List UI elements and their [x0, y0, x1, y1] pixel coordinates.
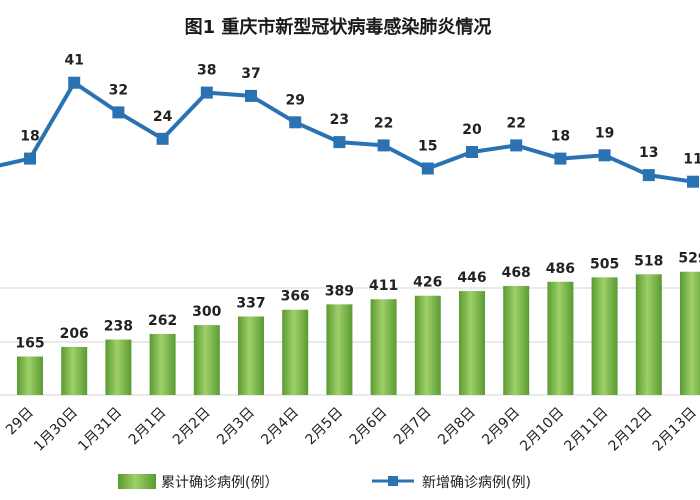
- line-label-15: 11: [683, 152, 700, 168]
- x-tick-2: 1月31日: [75, 405, 125, 455]
- bar-label-0: 165: [15, 336, 44, 352]
- bar-label-9: 426: [413, 275, 442, 291]
- line-label-14: 13: [639, 145, 658, 161]
- bar-label-11: 468: [502, 265, 531, 281]
- bar-label-7: 389: [325, 283, 354, 299]
- line-label-8: 22: [374, 115, 393, 131]
- line-marker-14: [642, 169, 655, 182]
- bar-label-5: 337: [236, 295, 265, 311]
- x-tick-15: 2月13日: [650, 405, 700, 455]
- line-label-3: 24: [153, 109, 173, 125]
- bar-label-4: 300: [192, 304, 221, 320]
- bar-9: [414, 295, 441, 395]
- bar-10: [459, 291, 485, 395]
- line-labels: 18 41 32 24 38 37 29 23 22 15 20 22 18 19 13 11: [20, 53, 700, 168]
- line-label-7: 23: [330, 112, 349, 128]
- bar-label-13: 505: [590, 256, 619, 272]
- chart-title: 图1 重庆市新型冠状病毒感染肺炎情况: [185, 16, 492, 38]
- bar-label-3: 262: [148, 313, 177, 329]
- line-marker-5: [245, 89, 257, 102]
- line-label-6: 29: [285, 92, 304, 108]
- bar-label-14: 518: [634, 253, 663, 269]
- bar-label-15: 529: [678, 251, 700, 267]
- x-tick-8: 2月6日: [347, 405, 391, 449]
- line-label-5: 37: [241, 66, 260, 82]
- line-marker-3: [156, 132, 169, 145]
- line-series: [0, 76, 699, 188]
- bar-label-1: 206: [60, 326, 89, 342]
- bar-label-6: 366: [281, 289, 310, 305]
- bar-labels: 165 206 238 262 300 337 366 389 411 426 446 468 486 5…: [15, 251, 700, 352]
- line-marker-7: [333, 136, 346, 149]
- x-tick-6: 2月4日: [258, 405, 302, 449]
- line-marker-1: [68, 76, 81, 89]
- line-label-13: 19: [595, 125, 614, 141]
- bar-7: [326, 304, 353, 395]
- line-label-0: 18: [20, 129, 39, 145]
- line-marker-9: [421, 162, 434, 175]
- x-tick-1: 1月30日: [31, 405, 81, 455]
- x-tick-11: 2月9日: [479, 405, 523, 449]
- line-label-1: 41: [64, 53, 83, 69]
- legend-marker-line: [388, 476, 398, 486]
- bar-6: [282, 309, 309, 395]
- bar-8: [370, 299, 397, 395]
- bar-1: [61, 347, 88, 395]
- line-marker-0: [24, 152, 36, 165]
- x-tick-13: 2月11日: [561, 405, 611, 455]
- line-marker-12: [554, 152, 567, 165]
- legend-swatch-bar: [118, 474, 156, 489]
- x-tick-0: 29日: [3, 405, 37, 439]
- bar-11: [503, 285, 530, 395]
- legend: 累计确诊病例(例） 新增确诊病例(例): [118, 474, 531, 491]
- bar-14: [635, 274, 662, 395]
- x-tick-5: 2月3日: [214, 405, 258, 449]
- bar-12: [547, 281, 574, 395]
- line-marker-10: [466, 146, 478, 158]
- line-label-10: 20: [462, 122, 482, 138]
- bar-label-2: 238: [104, 319, 133, 335]
- bar-4: [193, 325, 220, 395]
- line-label-4: 38: [197, 63, 216, 79]
- x-tick-14: 2月12日: [606, 405, 656, 455]
- x-tick-3: 2月1日: [126, 405, 170, 449]
- bar-5: [238, 316, 264, 395]
- line-marker-15: [687, 175, 699, 188]
- bar-label-12: 486: [546, 261, 575, 277]
- line-label-9: 15: [418, 139, 437, 155]
- line-path: [0, 80, 694, 184]
- line-marker-8: [377, 139, 390, 152]
- line-marker-13: [598, 149, 611, 162]
- bar-3: [149, 333, 176, 395]
- bar-15: [680, 271, 700, 395]
- x-tick-12: 2月10日: [517, 405, 567, 455]
- bar-label-10: 446: [457, 270, 486, 286]
- line-label-12: 18: [551, 129, 570, 145]
- line-label-2: 32: [109, 82, 128, 98]
- bar-series: [17, 271, 700, 395]
- line-marker-6: [289, 116, 302, 129]
- line-marker-11: [510, 139, 523, 152]
- bar-2: [105, 339, 132, 395]
- legend-label-bar: 累计确诊病例(例）: [161, 475, 278, 491]
- x-tick-10: 2月8日: [435, 405, 479, 449]
- legend-label-line: 新增确诊病例(例): [422, 475, 531, 491]
- bar-label-8: 411: [369, 278, 398, 294]
- bar-0: [17, 356, 43, 395]
- line-label-11: 22: [506, 115, 525, 131]
- x-tick-7: 2月5日: [303, 405, 347, 449]
- x-tick-9: 2月7日: [391, 405, 435, 449]
- x-tick-4: 2月2日: [170, 405, 214, 449]
- line-marker-4: [200, 86, 213, 99]
- bar-13: [591, 277, 618, 395]
- line-marker-2: [112, 106, 125, 119]
